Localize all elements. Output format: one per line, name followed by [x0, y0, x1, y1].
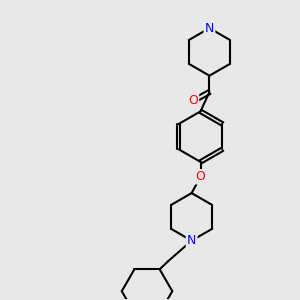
Text: N: N	[187, 234, 196, 247]
Text: N: N	[205, 22, 214, 34]
Text: O: O	[196, 170, 206, 183]
Text: O: O	[188, 94, 198, 107]
